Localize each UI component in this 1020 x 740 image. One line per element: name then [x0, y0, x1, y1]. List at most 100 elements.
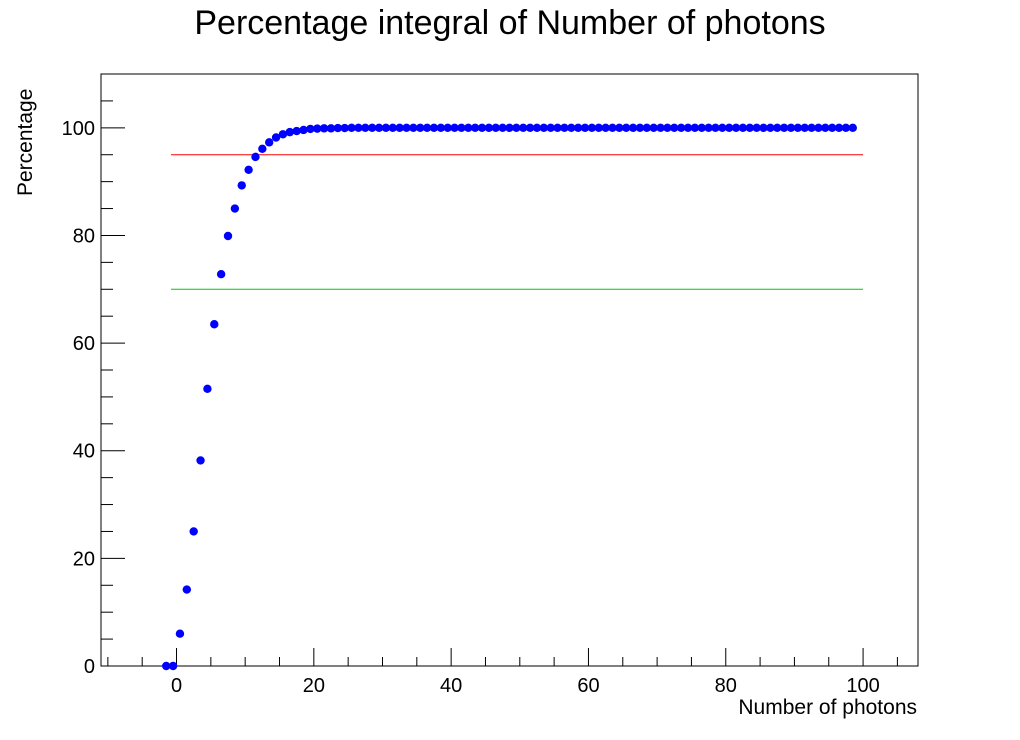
data-point [505, 123, 514, 133]
reference-lines [171, 154, 864, 290]
data-point [601, 123, 610, 133]
data-point [306, 124, 315, 134]
data-point [622, 123, 631, 133]
data-point [615, 123, 624, 133]
data-point [635, 123, 645, 133]
data-point [443, 123, 452, 133]
data-point [512, 123, 521, 133]
data-point [697, 123, 706, 133]
axes: 0 20 40 60 80 100 0 20 40 60 80 100 [62, 73, 919, 697]
data-point [724, 123, 734, 133]
data-point [573, 123, 583, 133]
data-point [258, 144, 267, 154]
data-point [230, 204, 240, 213]
data-point [553, 123, 562, 133]
data-point [354, 123, 363, 133]
data-point [690, 123, 700, 133]
data-point [361, 123, 370, 133]
y-tick-label: 20 [73, 548, 95, 570]
data-point [800, 123, 809, 133]
data-point [347, 123, 356, 133]
data-point [821, 123, 830, 133]
data-points [162, 123, 857, 671]
data-point [759, 123, 768, 133]
data-point [402, 123, 411, 133]
data-point [395, 123, 404, 133]
data-point [752, 123, 761, 133]
data-point [450, 123, 459, 133]
data-point [608, 123, 617, 133]
data-point [594, 123, 603, 133]
data-point [326, 124, 336, 133]
data-point [498, 123, 507, 133]
x-tick-label: 40 [440, 675, 462, 697]
data-point [519, 123, 528, 133]
data-point [292, 126, 301, 136]
data-point [477, 123, 487, 133]
data-point [814, 123, 823, 133]
data-point [340, 123, 349, 133]
data-point [429, 123, 439, 133]
data-point [718, 123, 727, 133]
data-point [175, 629, 185, 638]
data-point [436, 123, 446, 133]
data-point [203, 384, 212, 394]
data-point [683, 123, 693, 133]
data-point [210, 320, 219, 329]
y-tick-label: 60 [73, 333, 95, 355]
data-point [416, 123, 425, 133]
data-point [367, 123, 377, 133]
chart-title: Percentage integral of Number of photons [194, 4, 825, 42]
data-point [532, 123, 542, 133]
data-point [786, 123, 796, 133]
data-point [587, 123, 597, 133]
data-point [560, 123, 569, 133]
data-point [546, 123, 555, 133]
y-tick-label: 0 [84, 656, 95, 678]
data-point [779, 123, 789, 133]
data-point [313, 124, 322, 133]
data-point [409, 123, 418, 133]
y-tick-label: 100 [62, 118, 95, 140]
data-point [773, 123, 782, 133]
data-point [793, 123, 803, 133]
data-point [848, 123, 857, 133]
data-point [388, 123, 397, 133]
data-point [265, 138, 274, 147]
data-point [834, 123, 844, 133]
data-point [649, 123, 658, 133]
data-point [663, 123, 672, 133]
data-point [422, 123, 432, 133]
data-point [216, 270, 226, 279]
data-point [525, 123, 535, 133]
data-point [271, 133, 281, 142]
data-point [738, 123, 748, 133]
x-tick-label: 20 [303, 675, 325, 697]
data-point [333, 123, 343, 133]
data-point [841, 123, 851, 133]
data-point [670, 123, 679, 133]
data-point [285, 127, 295, 137]
y-axis-label: Percentage [14, 89, 37, 196]
data-point [642, 123, 652, 133]
data-point [704, 123, 713, 133]
data-point [731, 123, 741, 133]
data-point [484, 123, 494, 133]
data-point [278, 130, 288, 139]
data-point [189, 527, 198, 536]
data-point [223, 231, 233, 241]
data-point [807, 123, 816, 133]
data-point [168, 661, 178, 671]
y-tick-label: 80 [73, 225, 95, 247]
data-point [162, 661, 171, 671]
data-point [766, 123, 775, 133]
data-point [319, 124, 329, 133]
data-point [374, 123, 384, 133]
data-point [182, 585, 192, 594]
y-tick-label: 40 [73, 441, 95, 463]
data-point [457, 123, 466, 133]
x-tick-label: 80 [715, 675, 737, 697]
data-point [464, 123, 473, 133]
data-point [567, 123, 576, 133]
data-point [711, 123, 720, 133]
